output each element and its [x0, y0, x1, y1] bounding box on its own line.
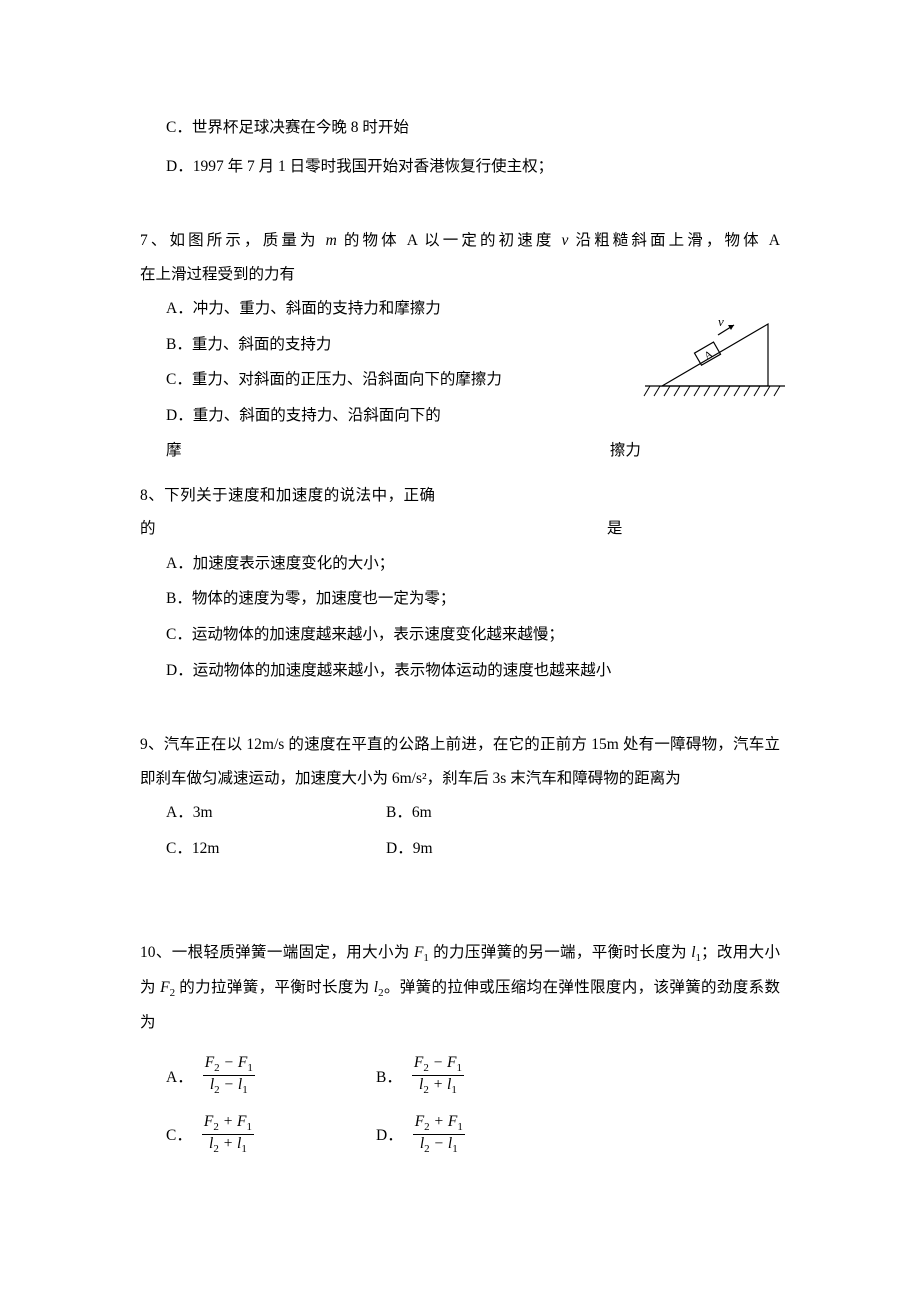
- q8-option-a: A．加速度表示速度变化的大小；: [140, 546, 780, 582]
- q9-option-b: B．6m: [386, 795, 606, 831]
- q8-stem: 8、下列关于速度和加速度的说法中，正确的 是: [140, 479, 780, 546]
- q10-formula-b: F2 − F1 l2 + l1: [412, 1054, 464, 1098]
- q10-formula-d: F2 + F1 l2 − l1: [413, 1113, 465, 1157]
- question-9: 9、汽车正在以 12m/s 的速度在平直的公路上前进，在它的正前方 15m 处有…: [140, 728, 780, 866]
- q7-inclined-plane-diagram: A v: [640, 316, 790, 396]
- q9-option-d: D．9m: [386, 831, 606, 867]
- q9-option-c: C．12m: [166, 831, 386, 867]
- q7-option-d: D．重力、斜面的支持力、沿斜面向下的摩 擦力: [140, 398, 780, 469]
- q7-velocity-label: v: [718, 316, 724, 329]
- question-8: 8、下列关于速度和加速度的说法中，正确的 是 A．加速度表示速度变化的大小； B…: [140, 479, 780, 688]
- q8-option-d: D．运动物体的加速度越来越小，表示物体运动的速度也越来越小: [140, 653, 780, 689]
- q10-option-c: C． F2 + F1 l2 + l1: [166, 1113, 376, 1157]
- q9-stem: 9、汽车正在以 12m/s 的速度在平直的公路上前进，在它的正前方 15m 处有…: [140, 728, 780, 795]
- prev-option-c: C．世界杯足球决赛在今晚 8 时开始: [140, 110, 780, 146]
- q7-stem-line1: 7、如图所示，质量为 m 的物体 A 以一定的初速度 v 沿粗糙斜面上滑，物体 …: [140, 224, 780, 257]
- q8-option-b: B．物体的速度为零，加速度也一定为零；: [140, 581, 780, 617]
- q7-block-label: A: [702, 348, 715, 362]
- q10-option-a: A． F2 − F1 l2 − l1: [166, 1054, 376, 1098]
- q8-option-c: C．运动物体的加速度越来越小，表示速度变化越来越慢；: [140, 617, 780, 653]
- question-7: 7、如图所示，质量为 m 的物体 A 以一定的初速度 v 沿粗糙斜面上滑，物体 …: [140, 224, 780, 469]
- q10-stem: 10、一根轻质弹簧一端固定，用大小为 F1 的力压弹簧的另一端，平衡时长度为 l…: [140, 936, 780, 1039]
- prev-question-tail: C．世界杯足球决赛在今晚 8 时开始 D．1997 年 7 月 1 日零时我国开…: [140, 110, 780, 184]
- prev-option-d: D．1997 年 7 月 1 日零时我国开始对香港恢复行使主权；: [140, 149, 780, 185]
- question-10: 10、一根轻质弹簧一端固定，用大小为 F1 的力压弹簧的另一端，平衡时长度为 l…: [140, 936, 780, 1156]
- q10-formula-a: F2 − F1 l2 − l1: [203, 1054, 255, 1098]
- q9-option-a: A．3m: [166, 795, 386, 831]
- q10-formula-c: F2 + F1 l2 + l1: [202, 1113, 254, 1157]
- q10-option-d: D． F2 + F1 l2 − l1: [376, 1113, 586, 1157]
- q10-option-b: B． F2 − F1 l2 + l1: [376, 1054, 586, 1098]
- q7-stem-line2: 在上滑过程受到的力有: [140, 258, 780, 291]
